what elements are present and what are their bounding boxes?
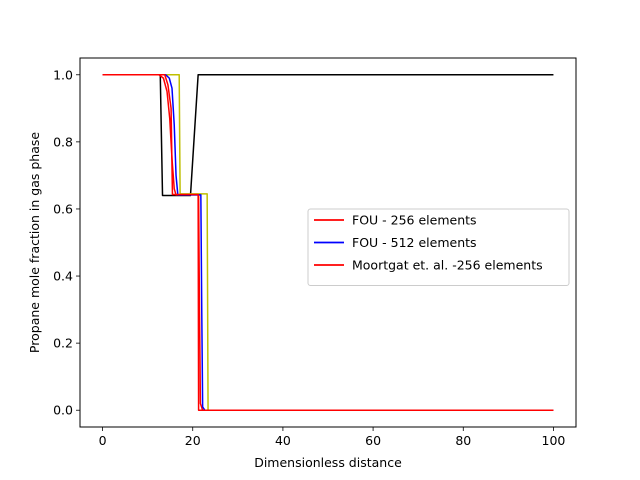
x-axis-ticks: 0 20 40 60 80 100 [99,427,566,448]
y-axis-ticks: 0.0 0.2 0.4 0.6 0.8 1.0 [53,67,80,418]
x-tick-label: 20 [185,433,201,448]
series-line-4 [102,74,554,411]
y-tick-label: 1.0 [53,67,73,82]
legend: FOU - 256 elements FOU - 512 elements Moor… [307,208,570,286]
series-line-5 [102,74,554,411]
y-tick-label: 0.8 [53,134,73,149]
y-tick-label: 0.2 [53,336,73,351]
y-tick-label: 0.4 [53,269,73,284]
y-tick-label: 0.6 [53,201,73,216]
x-tick-label: 40 [275,433,291,448]
x-tick-label: 100 [542,433,566,448]
legend-box [307,208,570,286]
x-tick-label: 60 [365,433,381,448]
legend-label: Moortgat et. al. -256 elements [352,258,543,273]
legend-label: FOU - 256 elements [352,213,477,228]
x-tick-label: 0 [99,433,107,448]
plot-frame [79,57,577,428]
series-layer [102,74,554,411]
x-tick-label: 80 [455,433,471,448]
y-tick-label: 0.0 [53,403,73,418]
series-line-3 [102,74,554,411]
x-axis-label: Dimensionless distance [254,455,402,470]
y-axis-label: Propane mole fraction in gas phase [27,132,42,353]
legend-label: FOU - 512 elements [352,235,477,250]
